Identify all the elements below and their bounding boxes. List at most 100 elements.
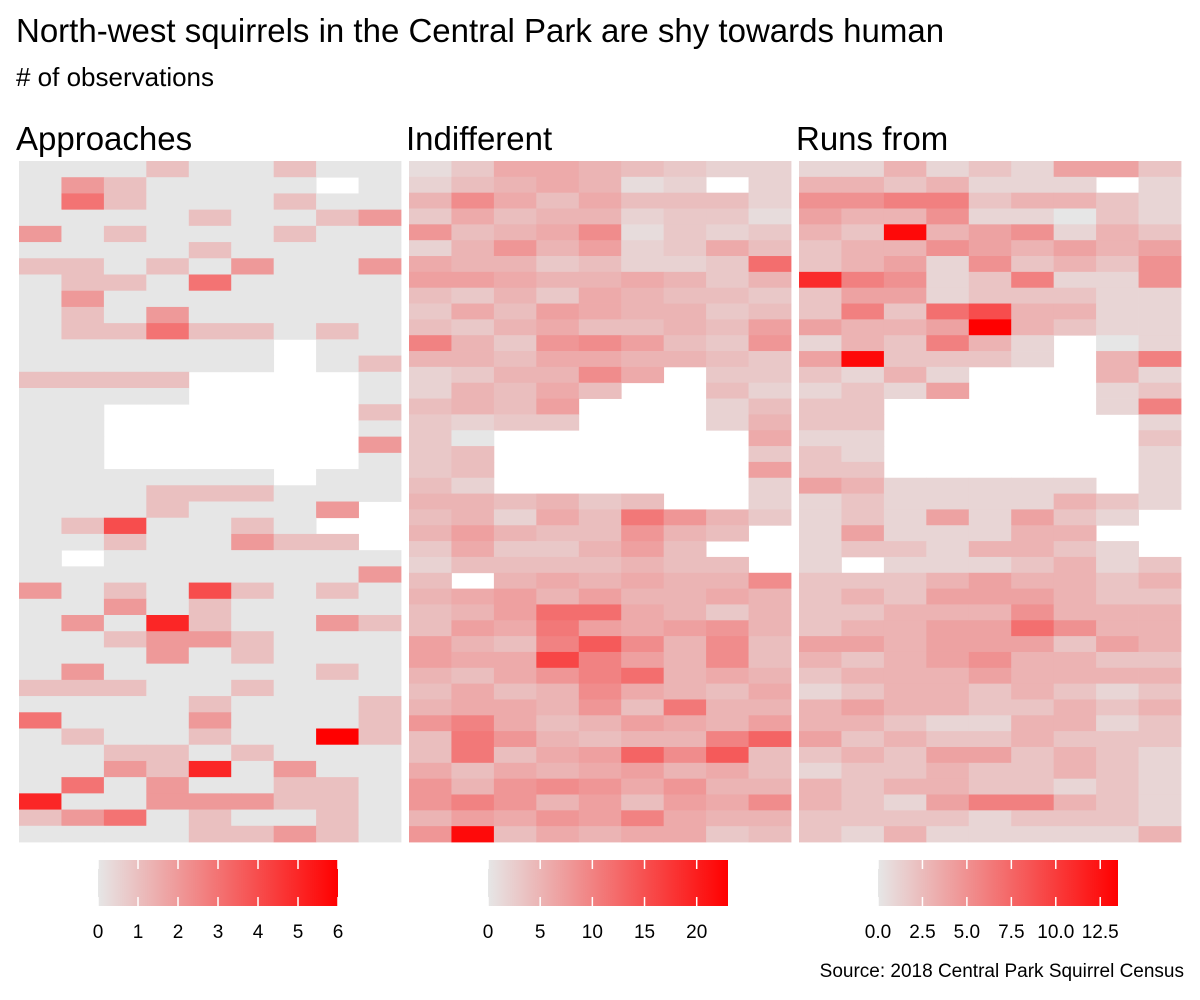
colorbar-tick-label: 4 [253, 922, 264, 943]
heatmap-cell [273, 209, 317, 227]
heatmap-cell [19, 420, 62, 438]
heatmap-cell [231, 161, 275, 178]
heatmap-cell [358, 371, 402, 389]
heatmap-cell [748, 683, 792, 700]
heatmap-cell [1011, 604, 1055, 621]
heatmap-cell [1096, 208, 1139, 225]
heatmap-cell [273, 712, 317, 729]
heatmap-cell [188, 339, 232, 356]
heatmap-cell [188, 258, 232, 275]
heatmap-cell [968, 208, 1012, 225]
heatmap-cell [1138, 176, 1182, 194]
heatmap-cell [358, 258, 402, 275]
heatmap-cell [451, 746, 495, 764]
heatmap-cell [188, 760, 232, 778]
heatmap-cell [748, 699, 792, 716]
heatmap-cell [231, 631, 275, 648]
colorbar-tick-label: 5 [293, 922, 304, 943]
heatmap-cell [146, 825, 190, 843]
chart-title: North-west squirrels in the Central Park… [16, 12, 944, 49]
heatmap-cell [926, 556, 970, 574]
heatmap-cell [103, 679, 147, 697]
heatmap-cell [663, 256, 707, 273]
heatmap-cell [316, 663, 359, 681]
heatmap-cell [799, 620, 842, 637]
heatmap-cell [61, 825, 105, 843]
heatmap-cell [409, 446, 452, 463]
heatmap-cell [358, 452, 402, 470]
heatmap-cell [61, 598, 105, 616]
heatmap-cell [451, 224, 495, 241]
heatmap-cell [188, 647, 232, 665]
heatmap-cell [1011, 572, 1055, 590]
heatmap-cell [451, 398, 495, 415]
heatmap-cell [706, 699, 749, 716]
heatmap-cell [799, 303, 842, 320]
heatmap-cell [231, 647, 275, 665]
heatmap-cell [1011, 240, 1055, 257]
heatmap-cell [316, 323, 359, 340]
heatmap-cell [536, 636, 580, 653]
heatmap-cell [19, 371, 62, 389]
heatmap-cell [1138, 826, 1182, 843]
heatmap-cell [536, 287, 580, 304]
heatmap-cell [61, 809, 105, 827]
heatmap-cell [409, 525, 452, 542]
heatmap-cell [493, 667, 537, 685]
heatmap-cell [273, 777, 317, 794]
heatmap-cell [663, 319, 707, 336]
heatmap-cell [621, 651, 665, 669]
heatmap-cell [926, 667, 970, 685]
heatmap-cell [968, 715, 1012, 732]
heatmap-cell [799, 477, 842, 494]
heatmap-cell [968, 161, 1012, 178]
heatmap-cell [706, 271, 749, 289]
heatmap-cell [188, 566, 232, 583]
heatmap-cell [706, 398, 749, 415]
heatmap-cell [19, 339, 62, 356]
heatmap-cell [61, 728, 105, 746]
heatmap-cell [1053, 620, 1097, 637]
heatmap-cell [61, 258, 105, 275]
heatmap-cell [1011, 715, 1055, 732]
heatmap-cell [663, 208, 707, 225]
heatmap-cell [231, 501, 275, 519]
heatmap-cell [926, 683, 970, 700]
heatmap-cell [536, 572, 580, 590]
heatmap-cell [103, 728, 147, 746]
heatmap-cell [146, 501, 190, 519]
heatmap-cell [536, 556, 580, 574]
heatmap-cell [146, 274, 190, 292]
heatmap-cell [883, 651, 927, 669]
heatmap-cell [1053, 699, 1097, 716]
heatmap-cell [61, 533, 105, 551]
heatmap-cell [409, 271, 452, 289]
heatmap-cell [231, 290, 275, 308]
heatmap-cell [451, 604, 495, 621]
heatmap-cell [621, 620, 665, 637]
heatmap-cell [799, 826, 842, 843]
heatmap-cell [493, 208, 537, 225]
heatmap-cell [706, 572, 749, 590]
heatmap-cell [748, 240, 792, 257]
heatmap-cell [409, 176, 452, 194]
heatmap-cell [663, 525, 707, 542]
heatmap-cell [799, 683, 842, 700]
heatmap-cell [663, 699, 707, 716]
heatmap-cell [883, 525, 927, 542]
heatmap-cell [19, 177, 62, 194]
heatmap-cell [358, 161, 402, 178]
heatmap-cell [451, 271, 495, 289]
heatmap-cell [188, 744, 232, 762]
heatmap-cell [1011, 826, 1055, 843]
heatmap-cell [841, 509, 885, 526]
heatmap-cell [799, 636, 842, 653]
heatmap-cell [146, 177, 190, 194]
heatmap-cell [799, 778, 842, 795]
heatmap-cell [841, 604, 885, 621]
heatmap-cell [1096, 731, 1139, 748]
heatmap-cell [358, 793, 402, 810]
heatmap-cell [1138, 572, 1182, 590]
heatmap-cell [61, 371, 105, 389]
heatmap-cell [103, 339, 147, 356]
